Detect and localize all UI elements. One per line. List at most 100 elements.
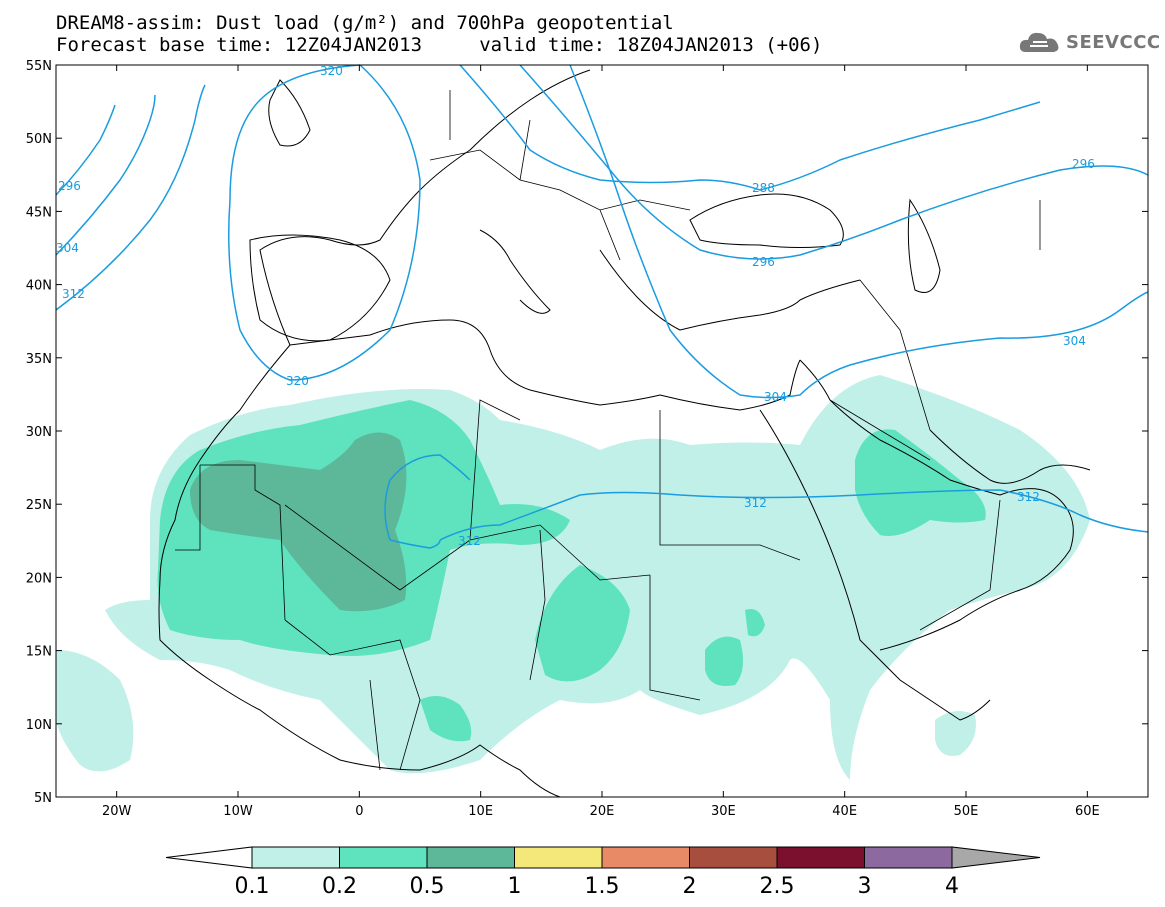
colorbar-label: 3 <box>858 874 872 899</box>
y-tick-label: 50N <box>26 132 52 147</box>
x-axis-labels: 20W 10W 0 10E 20E 30E 40E 50E 60E <box>102 804 1100 819</box>
x-tick-label: 10W <box>223 804 253 819</box>
x-tick-label: 20W <box>102 804 132 819</box>
coastline-persian-gulf <box>929 429 1091 484</box>
y-axis-labels: 55N 50N 45N 40N 35N 30N 25N 20N 15N 10N 5N <box>26 59 52 806</box>
colorbar-swatch <box>514 846 603 869</box>
geopotential-contours <box>55 64 1149 549</box>
y-tick-label: 35N <box>26 352 52 367</box>
dust-fields <box>56 375 1090 780</box>
border-mauritania <box>175 464 286 621</box>
x-tick-label: 0 <box>355 804 363 819</box>
border-europe <box>429 90 691 261</box>
colorbar-swatch <box>251 846 340 869</box>
contour-304-west <box>55 94 156 256</box>
coastline-arabia <box>799 359 1074 651</box>
contour-labels: 320 296 304 312 320 288 296 296 304 304 … <box>56 64 1095 548</box>
dust-region-low-horn <box>935 711 976 756</box>
contour-label: 312 <box>62 287 85 301</box>
coastline-europe <box>259 69 591 346</box>
cloud-icon <box>1019 32 1059 52</box>
y-tick-label: 45N <box>26 205 52 220</box>
colorbar-under-triangle <box>165 846 253 869</box>
coastline-caspian <box>907 198 941 293</box>
colorbar-swatch <box>776 846 865 869</box>
contour-label: 304 <box>764 390 787 404</box>
contour-320-west <box>228 64 361 381</box>
colorbar-swatch <box>864 846 953 869</box>
dust-region-mid-nigeria <box>420 696 472 742</box>
x-tick-label: 60E <box>1075 804 1100 819</box>
colorbar-swatch <box>339 846 428 869</box>
coastline-red-sea <box>759 409 991 721</box>
border-algeria-mali <box>284 504 651 591</box>
contour-label: 320 <box>320 64 343 78</box>
coastline-iberia <box>249 234 391 342</box>
colorbar <box>165 846 1041 869</box>
x-tick-label: 50E <box>954 804 979 819</box>
coastline-greece-turkey <box>599 249 861 331</box>
y-tick-label: 55N <box>26 59 52 74</box>
contour-label: 320 <box>286 374 309 388</box>
y-tick-label: 15N <box>26 645 52 660</box>
contour-288 <box>459 64 1041 191</box>
contour-label: 312 <box>458 534 481 548</box>
contour-label: 296 <box>1072 157 1095 171</box>
contour-label: 312 <box>1017 490 1040 504</box>
colorbar-label: 0.1 <box>235 874 270 899</box>
border-iran-iraq <box>859 200 1041 431</box>
map-subtitle: Forecast base time: 12Z04JAN2013 valid t… <box>56 34 823 56</box>
coastlines <box>158 69 1091 798</box>
colorbar-label: 1 <box>508 874 522 899</box>
contour-320-east <box>289 64 421 381</box>
contour-312-loop <box>389 539 441 549</box>
dust-region-mid-arabia <box>855 429 986 536</box>
map-title: DREAM8-assim: Dust load (g/m²) and 700hP… <box>56 12 674 34</box>
axis-ticks <box>56 64 1148 798</box>
colorbar-swatch <box>689 846 778 869</box>
border-sudan <box>649 544 801 701</box>
dust-region-mid-sudan <box>705 636 744 686</box>
y-tick-label: 25N <box>26 498 52 513</box>
x-tick-label: 40E <box>832 804 857 819</box>
border-saudi <box>829 399 1001 631</box>
colorbar-labels: 0.1 0.2 0.5 1 1.5 2 2.5 3 4 <box>235 874 960 899</box>
border-libya-egypt <box>659 410 760 546</box>
logo-text: SEEVCCC <box>1066 31 1161 53</box>
dust-region-low-west <box>56 650 134 772</box>
contour-296-north <box>519 64 1149 260</box>
border-niger-chad <box>469 399 546 681</box>
contour-296-west <box>55 104 116 196</box>
contour-312 <box>384 454 1149 541</box>
x-tick-label: 20E <box>590 804 615 819</box>
colorbar-label: 0.2 <box>322 874 357 899</box>
y-tick-label: 5N <box>34 791 52 806</box>
coastline-mediterranean <box>289 319 801 411</box>
coastline-italy <box>479 229 551 314</box>
y-tick-label: 30N <box>26 425 52 440</box>
borders <box>175 90 1041 771</box>
colorbar-swatch <box>426 846 515 869</box>
dust-region-high-sahara <box>190 432 407 612</box>
contour-label: 296 <box>58 179 81 193</box>
coastline-uk <box>268 79 311 147</box>
colorbar-label: 1.5 <box>585 874 620 899</box>
contour-label: 288 <box>752 181 775 195</box>
contour-label: 296 <box>752 255 775 269</box>
dust-region-mid-sudan2 <box>745 609 765 637</box>
contour-label: 312 <box>744 496 767 510</box>
colorbar-label: 2 <box>683 874 697 899</box>
colorbar-label: 0.5 <box>410 874 445 899</box>
contour-label: 304 <box>1063 334 1086 348</box>
y-tick-label: 20N <box>26 571 52 586</box>
y-tick-label: 10N <box>26 718 52 733</box>
contour-304 <box>569 64 1149 399</box>
colorbar-swatch <box>601 846 690 869</box>
x-tick-label: 30E <box>711 804 736 819</box>
colorbar-label: 4 <box>945 874 959 899</box>
border-west-africa <box>284 619 421 771</box>
coastline-africa-west <box>158 344 561 798</box>
dust-region-mid-sahel <box>535 565 630 682</box>
contour-label: 304 <box>56 241 79 255</box>
